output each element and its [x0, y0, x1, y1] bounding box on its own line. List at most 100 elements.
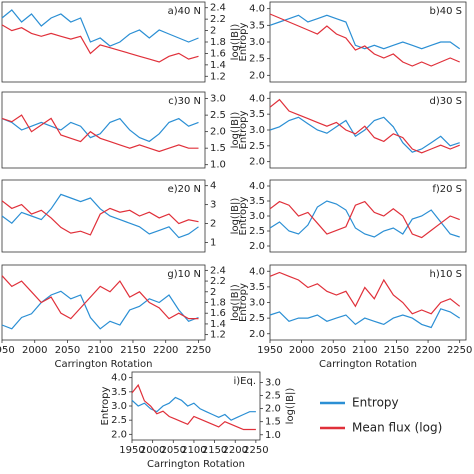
y2-tick-label: 2.0 [265, 404, 281, 415]
series-line [269, 271, 461, 315]
y2-tick-label: 2 [210, 287, 216, 298]
series-line [1, 114, 199, 153]
y-tick-label: 2.5 [249, 141, 265, 152]
y2-tick-label: 3.0 [210, 94, 226, 105]
x-axis-label: Carrington Rotation [147, 459, 245, 470]
y-tick-label: 3.0 [249, 37, 265, 48]
y-tick-label: 3.5 [249, 109, 265, 120]
y-tick-label: 3.0 [249, 211, 265, 222]
y-axis-label: Entropy [100, 386, 111, 425]
x-axis-label: Carrington Rotation [55, 359, 153, 370]
y-tick-label: 4.0 [111, 373, 127, 384]
series-line [269, 200, 460, 239]
y2-tick-label: 1.0 [210, 160, 226, 171]
y2-tick-label: 1.0 [265, 430, 281, 441]
legend-label: Entropy [352, 396, 399, 410]
x-tick-label: 2100 [181, 445, 206, 456]
y-tick-label: 3.0 [111, 401, 127, 412]
y2-tick-label: 4 [210, 181, 216, 192]
series-line [1, 193, 199, 239]
y2-axis-label: log(|B|) [230, 284, 241, 321]
panel-title: e)20 N [168, 184, 201, 195]
y2-tick-label: 1 [210, 238, 216, 249]
y-tick-label: 2.0 [249, 241, 265, 252]
y2-axis-label: log(|B|) [285, 388, 296, 425]
y-tick-label: 3.5 [111, 387, 127, 398]
y-tick-label: 3.5 [249, 196, 265, 207]
panel-title: c)30 N [168, 96, 201, 107]
x-tick-label: 2200 [153, 345, 178, 356]
y-tick-label: 3.5 [249, 282, 265, 293]
y-axis-label: Entropy [238, 196, 249, 235]
y-tick-label: 3.0 [249, 125, 265, 136]
series-line [269, 13, 460, 67]
x-tick-label: 2000 [289, 345, 314, 356]
y2-tick-label: 2.5 [210, 110, 226, 121]
panel-title: i)Eq. [233, 376, 256, 387]
x-tick-label: 2250 [447, 345, 472, 356]
y2-tick-label: 1.5 [210, 143, 226, 154]
series-line [1, 200, 199, 236]
x-tick-label: 1950 [257, 345, 282, 356]
series-line [1, 290, 199, 330]
x-tick-label: 2250 [186, 345, 211, 356]
y-axis-label: Entropy [238, 283, 249, 322]
series-line [269, 14, 461, 50]
y2-tick-label: 2.2 [210, 14, 226, 25]
series-line [1, 117, 199, 143]
series-line [131, 383, 256, 431]
series-line [131, 396, 256, 421]
x-tick-label: 1950 [0, 345, 15, 356]
y2-tick-label: 2.0 [210, 127, 226, 138]
y-tick-label: 2.5 [249, 226, 265, 237]
x-tick-label: 2150 [120, 345, 145, 356]
y2-tick-label: 2 [210, 26, 216, 37]
x-tick-label: 2000 [22, 345, 47, 356]
legend-label: Mean flux (log) [352, 421, 442, 435]
x-axis-label: Carrington Rotation [319, 359, 417, 370]
x-tick-label: 2000 [140, 445, 165, 456]
y2-tick-label: 1.8 [210, 298, 226, 309]
y-tick-label: 2.5 [111, 415, 127, 426]
panel-title: b)40 S [430, 6, 463, 17]
y2-axis-label: log(|B|) [230, 112, 241, 149]
y-tick-label: 2.0 [111, 429, 127, 440]
panel-title: f)20 S [432, 184, 462, 195]
y-tick-label: 3.5 [249, 20, 265, 31]
x-tick-label: 2100 [352, 345, 377, 356]
x-tick-label: 2200 [415, 345, 440, 356]
x-tick-label: 1950 [119, 445, 144, 456]
series-line [269, 116, 460, 153]
x-tick-label: 2100 [87, 345, 112, 356]
x-tick-label: 2150 [384, 345, 409, 356]
panel-title: d)30 S [430, 96, 463, 107]
y-tick-label: 4.0 [249, 266, 265, 277]
y2-tick-label: 2 [210, 219, 216, 230]
y-tick-label: 2.0 [249, 70, 265, 81]
series-line [269, 200, 460, 238]
y2-tick-label: 1.4 [210, 60, 226, 71]
series-line [1, 24, 199, 63]
series-line [269, 308, 461, 329]
y-tick-label: 3.0 [249, 298, 265, 309]
y2-tick-label: 1.2 [210, 71, 226, 82]
y-tick-label: 4.0 [249, 181, 265, 192]
y2-tick-label: 2.4 [210, 265, 226, 276]
y-tick-label: 4.0 [249, 93, 265, 104]
x-tick-label: 2050 [55, 345, 80, 356]
y2-tick-label: 1.8 [210, 37, 226, 48]
x-tick-label: 2050 [161, 445, 186, 456]
x-tick-label: 2200 [222, 445, 247, 456]
y2-tick-label: 1.2 [210, 330, 226, 341]
y-axis-label: Entropy [238, 110, 249, 149]
y2-tick-label: 1.5 [265, 417, 281, 428]
y2-axis-label: log(|B|) [230, 24, 241, 61]
y2-tick-label: 2.5 [265, 391, 281, 402]
series-line [1, 9, 199, 47]
series-line [269, 98, 460, 154]
y-tick-label: 4.0 [249, 4, 265, 15]
x-tick-label: 2050 [320, 345, 345, 356]
y2-tick-label: 1.4 [210, 319, 226, 330]
y2-tick-label: 1.6 [210, 48, 226, 59]
